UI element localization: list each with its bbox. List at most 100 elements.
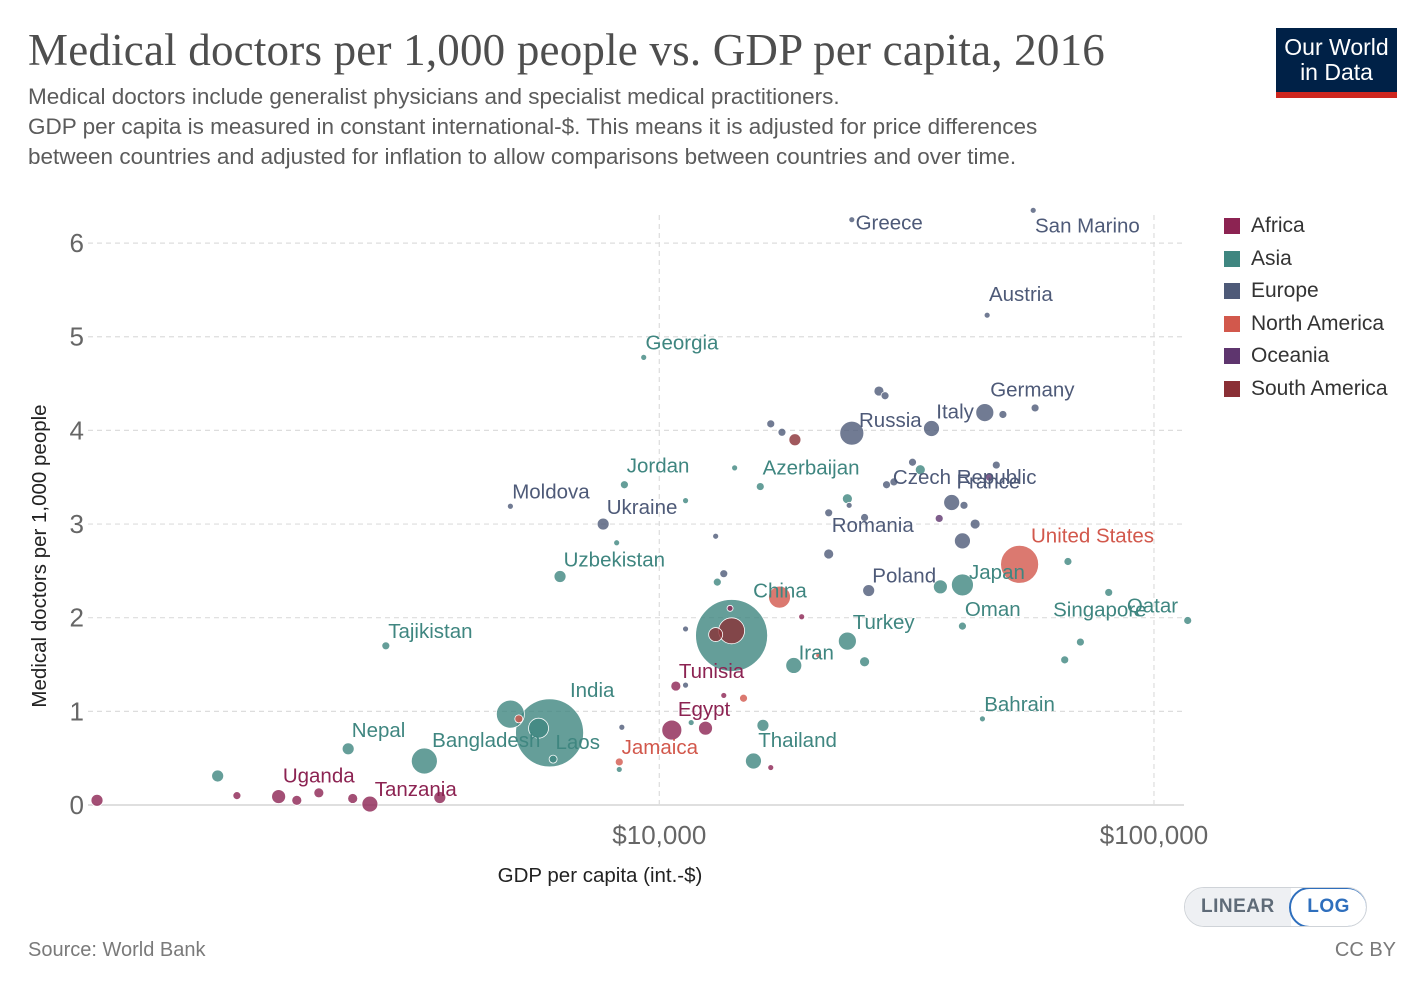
data-point: [90, 793, 104, 807]
y-tick-label: 1: [70, 696, 84, 726]
legend-swatch: [1224, 380, 1240, 397]
data-point: [932, 579, 948, 595]
point-romania: [823, 548, 835, 560]
point-azerbaijan: [755, 482, 765, 491]
legend-item-south-america[interactable]: South America: [1224, 373, 1388, 406]
data-point: [682, 497, 689, 505]
data-point: [615, 766, 623, 773]
point-label: Japan: [969, 561, 1025, 584]
point-qatar: [1183, 616, 1193, 625]
data-point: [708, 627, 724, 642]
point-label: Azerbaijan: [763, 457, 860, 480]
point-label: India: [570, 679, 615, 702]
data-point: [1060, 655, 1070, 665]
y-tick-label: 4: [70, 415, 84, 445]
point-nepal: [341, 742, 355, 756]
y-tick-label: 2: [70, 603, 84, 633]
data-point: [824, 508, 834, 518]
legend-swatch: [1224, 283, 1240, 300]
legend-label: Asia: [1251, 246, 1292, 270]
data-point: [934, 514, 944, 523]
source-note[interactable]: Source: World Bank: [28, 939, 206, 961]
axis-scale-toggle[interactable]: LINEAR LOG: [1184, 887, 1368, 927]
data-point: [1030, 403, 1040, 413]
point-label: Qatar: [1127, 595, 1178, 618]
data-point: [698, 720, 713, 736]
data-point: [618, 723, 626, 731]
data-point: [798, 613, 806, 621]
data-point: [514, 714, 524, 724]
data-point: [860, 513, 869, 522]
point-label: Russia: [859, 409, 922, 432]
point-oman: [958, 621, 967, 631]
data-point: [777, 427, 787, 437]
y-tick-label: 5: [70, 322, 84, 352]
legend-item-africa[interactable]: Africa: [1224, 210, 1388, 243]
point-austria: [983, 311, 991, 319]
x-tick-label: $100,000: [1100, 820, 1208, 850]
data-point: [528, 717, 549, 739]
data-point: [756, 718, 770, 732]
point-czech-republic: [908, 457, 917, 467]
point-russia: [839, 420, 865, 446]
point-label: Egypt: [678, 698, 731, 721]
y-tick-label: 6: [70, 228, 84, 258]
point-jamaica: [614, 757, 624, 767]
point-tajikistan: [381, 641, 391, 651]
legend-label: South America: [1251, 376, 1388, 400]
data-point: [718, 617, 745, 645]
legend-item-north-america[interactable]: North America: [1224, 308, 1388, 341]
point-poland: [862, 584, 876, 597]
license-link[interactable]: CC BY: [1334, 939, 1396, 961]
point-uganda: [271, 789, 287, 804]
logo-line-1: Our World: [1284, 34, 1389, 60]
data-point: [766, 419, 776, 429]
y-tick-label: 3: [70, 509, 84, 539]
data-point: [841, 493, 853, 505]
point-label: Romania: [832, 514, 915, 537]
point-bahrain: [979, 715, 986, 723]
point-united-states: [1000, 544, 1039, 584]
data-point: [998, 410, 1008, 419]
legend-item-asia[interactable]: Asia: [1224, 243, 1388, 276]
point-label: Singapore: [1053, 598, 1146, 621]
point-label: Austria: [989, 283, 1053, 306]
point-label: Greece: [856, 212, 923, 235]
point-label: Ukraine: [607, 496, 678, 519]
legend-swatch: [1224, 348, 1240, 365]
point-label: Germany: [990, 379, 1075, 402]
legend-item-oceania[interactable]: Oceania: [1224, 340, 1388, 373]
legend-item-europe[interactable]: Europe: [1224, 275, 1388, 308]
chart-legend: Africa Asia Europe North America Oceania…: [1224, 210, 1388, 405]
data-point: [731, 464, 739, 472]
data-point: [859, 656, 870, 668]
point-ukraine: [596, 517, 610, 531]
point-label: Uganda: [283, 765, 355, 788]
point-uzbekistan: [553, 570, 567, 583]
data-point: [726, 604, 734, 612]
point-label: Tajikistan: [388, 620, 472, 643]
data-point: [687, 719, 695, 726]
log-scale-button[interactable]: LOG: [1289, 888, 1367, 926]
point-turkey: [837, 631, 857, 651]
point-label: Iran: [799, 641, 834, 664]
data-point: [767, 764, 775, 771]
point-label: Turkey: [853, 611, 916, 634]
data-point: [313, 787, 325, 799]
point-egypt: [661, 719, 683, 741]
owid-logo[interactable]: Our World in Data: [1276, 28, 1397, 98]
chart-title: Medical doctors per 1,000 people vs. GDP…: [28, 25, 1105, 75]
point-label: Oman: [965, 598, 1021, 621]
point-japan: [951, 573, 974, 597]
data-point: [495, 699, 525, 729]
grid-lines: [88, 215, 1184, 806]
point-label: Uzbekistan: [564, 548, 665, 571]
point-label: Jamaica: [622, 736, 699, 759]
legend-label: North America: [1251, 311, 1385, 335]
point-label: Nepal: [352, 719, 406, 742]
linear-scale-button[interactable]: LINEAR: [1185, 888, 1291, 926]
point-thailand: [745, 752, 762, 770]
data-point: [768, 585, 791, 609]
point-label: Czech Republic: [893, 466, 1037, 489]
